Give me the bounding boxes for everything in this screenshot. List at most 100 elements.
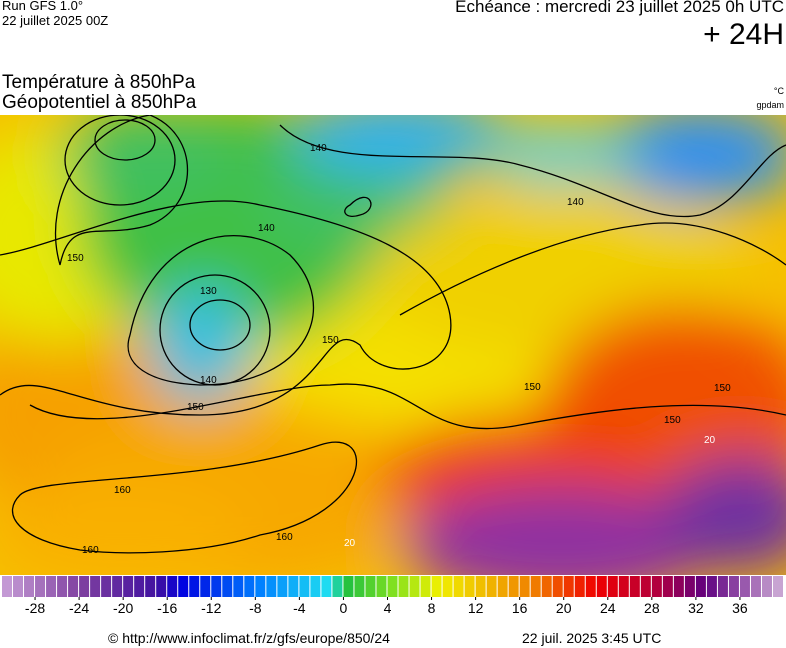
color-swatch [629, 576, 640, 597]
color-swatch [464, 576, 475, 597]
color-swatch [123, 576, 134, 597]
contour-label: 150 [187, 402, 204, 413]
contour-label: 150 [664, 415, 681, 426]
color-swatch [211, 576, 222, 597]
contour-label: 140 [200, 375, 217, 386]
unit-label: gpdam [756, 100, 784, 110]
color-swatch [189, 576, 200, 597]
color-swatch [431, 576, 442, 597]
contour-label: 20 [344, 538, 356, 549]
color-swatch [343, 576, 354, 597]
contour-label: 140 [567, 197, 584, 208]
color-swatch [409, 576, 420, 597]
color-swatch [112, 576, 123, 597]
color-swatch [222, 576, 233, 597]
lead-time: + 24H [703, 18, 784, 51]
color-swatch [497, 576, 508, 597]
color-swatch [354, 576, 365, 597]
tick-label: -20 [113, 600, 133, 616]
color-swatch [552, 576, 563, 597]
tick-label: 24 [600, 600, 616, 616]
tick-label: 16 [512, 600, 528, 616]
color-swatch [486, 576, 497, 597]
color-swatch [134, 576, 145, 597]
color-swatch [453, 576, 464, 597]
color-swatch [508, 576, 519, 597]
contour-label: 20 [704, 435, 716, 446]
color-swatch [662, 576, 673, 597]
contour-labels: 140 140 140 150 130 150 140 150 150 150 … [67, 143, 731, 556]
color-swatch [673, 576, 684, 597]
color-swatch [101, 576, 112, 597]
source-url: © http://www.infoclimat.fr/z/gfs/europe/… [108, 630, 390, 646]
color-swatch [739, 576, 750, 597]
color-swatch [475, 576, 486, 597]
title-line: Géopotentiel à 850hPa [2, 92, 197, 113]
color-swatch [541, 576, 552, 597]
color-swatch [563, 576, 574, 597]
color-swatch [530, 576, 541, 597]
contour-label: 150 [524, 382, 541, 393]
color-swatch [266, 576, 277, 597]
color-swatch [772, 576, 783, 597]
color-swatch [277, 576, 288, 597]
color-swatch [387, 576, 398, 597]
color-swatch [68, 576, 79, 597]
color-swatch [244, 576, 255, 597]
color-swatch [761, 576, 772, 597]
color-swatch [640, 576, 651, 597]
contour-label: 150 [322, 335, 339, 346]
color-swatch [178, 576, 189, 597]
color-swatch [398, 576, 409, 597]
color-swatch [200, 576, 211, 597]
contour-label: 140 [258, 223, 275, 234]
color-swatch [596, 576, 607, 597]
tick-label: 32 [688, 600, 704, 616]
tick-label: 28 [644, 600, 660, 616]
contour-label: 150 [67, 253, 84, 264]
color-swatch [365, 576, 376, 597]
color-swatch [574, 576, 585, 597]
tick-label: 20 [556, 600, 572, 616]
tick-label: -16 [157, 600, 177, 616]
color-swatch [706, 576, 717, 597]
generated-time: 22 juil. 2025 3:45 UTC [522, 630, 662, 646]
color-swatch [79, 576, 90, 597]
tick-label: 12 [468, 600, 484, 616]
run-date: 22 juillet 2025 00Z [2, 13, 109, 28]
title-line: Température à 850hPa [2, 72, 196, 93]
color-swatch [750, 576, 761, 597]
geopotential-contours [0, 115, 786, 554]
unit-label: °C [773, 86, 784, 96]
tick-label: -12 [201, 600, 221, 616]
color-swatch [618, 576, 629, 597]
color-swatch [255, 576, 266, 597]
contour-label: 130 [200, 286, 217, 297]
color-swatch [695, 576, 706, 597]
contour-label: 160 [114, 485, 131, 496]
tick-label: -28 [25, 600, 45, 616]
color-swatch [607, 576, 618, 597]
color-swatch [684, 576, 695, 597]
color-swatch [651, 576, 662, 597]
contour-label: 160 [82, 545, 99, 556]
color-swatch [288, 576, 299, 597]
colorbar: -28 -24 -20 -16 -12 -8 -4 0 4 8 12 16 20 24 28 32 36 [2, 576, 783, 616]
color-swatch [24, 576, 35, 597]
color-swatch [376, 576, 387, 597]
color-swatch [46, 576, 57, 597]
color-swatch [332, 576, 343, 597]
color-swatch [57, 576, 68, 597]
color-swatch [321, 576, 332, 597]
color-swatch [585, 576, 596, 597]
tick-label: 0 [340, 600, 348, 616]
tick-label: 8 [428, 600, 436, 616]
contour-label: 150 [714, 383, 731, 394]
color-swatch [145, 576, 156, 597]
tick-label: 4 [384, 600, 392, 616]
tick-label: -24 [69, 600, 89, 616]
color-swatch [90, 576, 101, 597]
valid-time: Echéance : mercredi 23 juillet 2025 0h U… [455, 0, 784, 16]
color-swatch [156, 576, 167, 597]
